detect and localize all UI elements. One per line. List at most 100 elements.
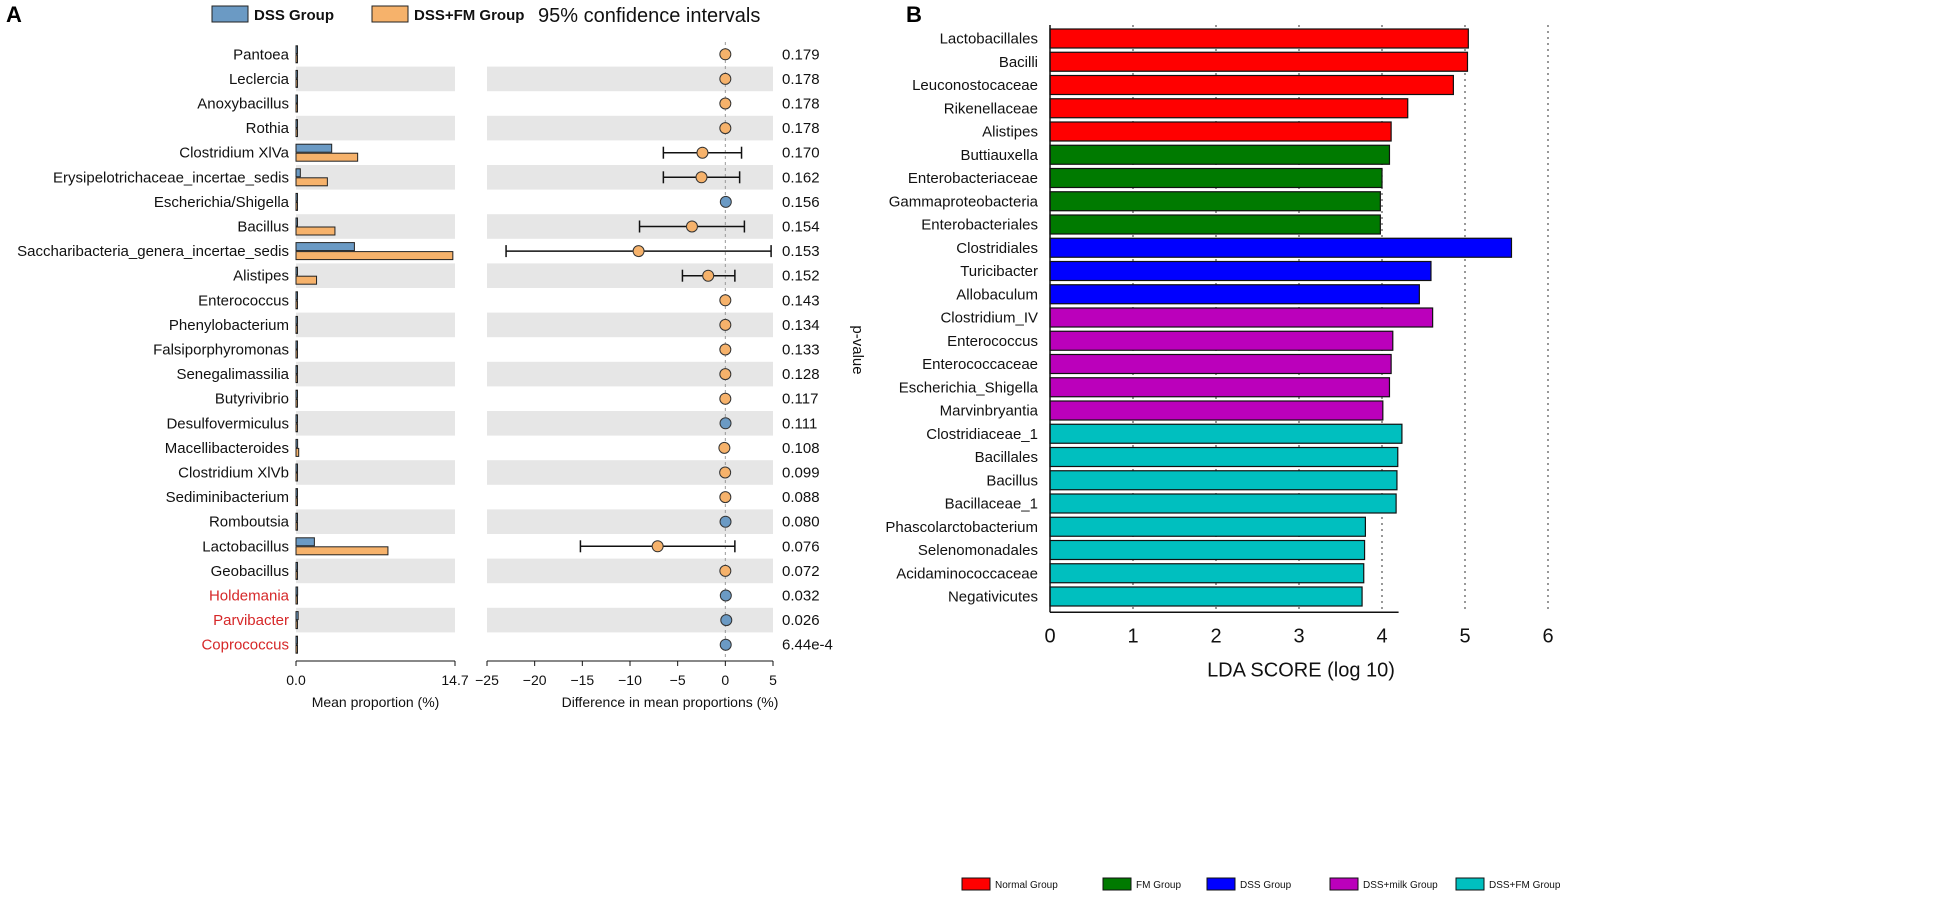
bar-dss bbox=[295, 365, 298, 375]
row-band-left bbox=[296, 66, 455, 92]
lda-bar bbox=[1049, 28, 1469, 49]
lda-bar bbox=[1049, 98, 1409, 119]
bar-dss bbox=[295, 635, 298, 645]
lda-bar-label: Clostridiaceae_1 bbox=[926, 426, 1038, 443]
lda-bar bbox=[1049, 470, 1398, 491]
x-tick-label: 0 bbox=[1044, 625, 1055, 647]
p-value: 0.088 bbox=[782, 489, 820, 506]
taxon-label: Senegalimassilia bbox=[176, 366, 289, 383]
x-tick-label: 3 bbox=[1293, 625, 1304, 647]
bar-dss bbox=[295, 119, 298, 129]
ci-point bbox=[719, 122, 732, 135]
lda-bar-label: Marvinbryantia bbox=[940, 403, 1039, 420]
taxon-label: Holdemania bbox=[209, 588, 290, 605]
bar-dss bbox=[295, 315, 298, 325]
bar-dssfm bbox=[295, 54, 298, 64]
lda-bar-label: Acidaminococcaceae bbox=[896, 565, 1038, 582]
lda-bar bbox=[1049, 121, 1392, 142]
p-value: 0.156 bbox=[782, 194, 820, 211]
legend-label: DSS+FM Group bbox=[1489, 880, 1561, 891]
lda-bar bbox=[1049, 74, 1454, 96]
panel-a: A DSS Group DSS+FM Group 95% confidence int… bbox=[6, 2, 866, 710]
taxon-label: Butyrivibrio bbox=[215, 391, 289, 408]
p-value: 0.154 bbox=[782, 219, 820, 236]
bar-dssfm bbox=[295, 521, 298, 531]
taxon-label: Bacillus bbox=[237, 219, 289, 236]
lda-bar-label: Bacillales bbox=[975, 449, 1038, 466]
bar-dss bbox=[295, 586, 299, 596]
ci-point bbox=[719, 589, 732, 602]
bar-dss bbox=[295, 291, 298, 301]
p-value: 0.099 bbox=[782, 465, 820, 482]
bar-dssfm bbox=[295, 447, 300, 457]
bar-dss bbox=[295, 266, 298, 276]
bar-dss bbox=[295, 192, 298, 202]
p-value: 0.143 bbox=[782, 292, 820, 309]
ci-point bbox=[719, 638, 732, 651]
lda-bar-label: Lactobacillales bbox=[940, 31, 1038, 48]
taxon-label: Geobacillus bbox=[211, 563, 289, 580]
right-tick-label: 0 bbox=[721, 672, 729, 688]
ci-point bbox=[719, 343, 732, 356]
row-band-left bbox=[296, 312, 455, 338]
legend-swatch-dss bbox=[211, 5, 249, 23]
bar-dss bbox=[295, 414, 298, 424]
lda-bar-label: Gammaproteobacteria bbox=[889, 193, 1039, 210]
bar-dssfm bbox=[295, 497, 298, 507]
bar-dssfm bbox=[295, 595, 298, 605]
p-value: 0.134 bbox=[782, 317, 820, 334]
legend-label: FM Group bbox=[1136, 880, 1181, 891]
legend-swatch bbox=[1206, 877, 1236, 891]
row-band-left bbox=[296, 411, 455, 436]
p-value: 0.152 bbox=[782, 268, 820, 285]
ci-point bbox=[695, 171, 708, 184]
bar-dssfm bbox=[295, 398, 298, 408]
taxon-label: Romboutsia bbox=[209, 514, 290, 531]
lda-bar bbox=[1049, 144, 1391, 165]
bar-dssfm bbox=[295, 251, 454, 261]
p-value: 0.178 bbox=[782, 71, 820, 88]
lda-bar bbox=[1049, 423, 1403, 444]
ci-point bbox=[719, 368, 732, 381]
right-x-title: Difference in mean proportions (%) bbox=[562, 694, 779, 710]
lda-bar-label: Phascolarctobacterium bbox=[885, 519, 1038, 536]
panel-b: B Lactobacillales Bacilli Leuconostocaceae R… bbox=[885, 2, 1560, 891]
taxon-label: Lactobacillus bbox=[202, 538, 289, 555]
lda-bar bbox=[1049, 586, 1363, 607]
ci-point bbox=[719, 515, 732, 528]
x-tick-label: 1 bbox=[1127, 625, 1138, 647]
row-band-left bbox=[296, 607, 455, 633]
bar-dssfm bbox=[295, 300, 298, 310]
row-band-left bbox=[296, 460, 455, 485]
row-band-left bbox=[296, 361, 455, 387]
taxon-label: Clostridium XlVb bbox=[178, 465, 289, 482]
bar-dssfm bbox=[295, 644, 298, 654]
bar-dssfm bbox=[295, 201, 298, 211]
x-tick-label: 2 bbox=[1210, 625, 1221, 647]
bar-dssfm bbox=[295, 128, 298, 138]
bar-dss bbox=[295, 537, 315, 547]
p-value: 0.133 bbox=[782, 342, 820, 359]
lda-bar bbox=[1049, 284, 1420, 305]
taxon-label: Leclercia bbox=[229, 71, 290, 88]
p-value: 0.179 bbox=[782, 46, 820, 63]
lda-bar bbox=[1049, 377, 1391, 398]
p-value: 0.128 bbox=[782, 366, 820, 383]
row-band-left bbox=[296, 558, 455, 584]
left-tick-label: 14.7 bbox=[441, 672, 468, 688]
taxon-label: Sediminibacterium bbox=[166, 489, 289, 506]
lda-bar bbox=[1049, 191, 1381, 212]
bar-dssfm bbox=[295, 177, 328, 187]
lda-bar bbox=[1049, 493, 1397, 514]
taxon-label: Falsiporphyromonas bbox=[153, 342, 289, 359]
lda-bar bbox=[1049, 167, 1383, 189]
lda-bar bbox=[1049, 400, 1384, 421]
x-tick-label: 6 bbox=[1542, 625, 1553, 647]
ci-point bbox=[719, 564, 732, 577]
bar-dss bbox=[295, 488, 298, 498]
legend-swatch bbox=[1102, 877, 1132, 891]
lda-bar-label: Clostridiales bbox=[956, 240, 1038, 257]
lda-bar bbox=[1049, 51, 1469, 72]
p-value-title: p-value bbox=[849, 325, 866, 374]
